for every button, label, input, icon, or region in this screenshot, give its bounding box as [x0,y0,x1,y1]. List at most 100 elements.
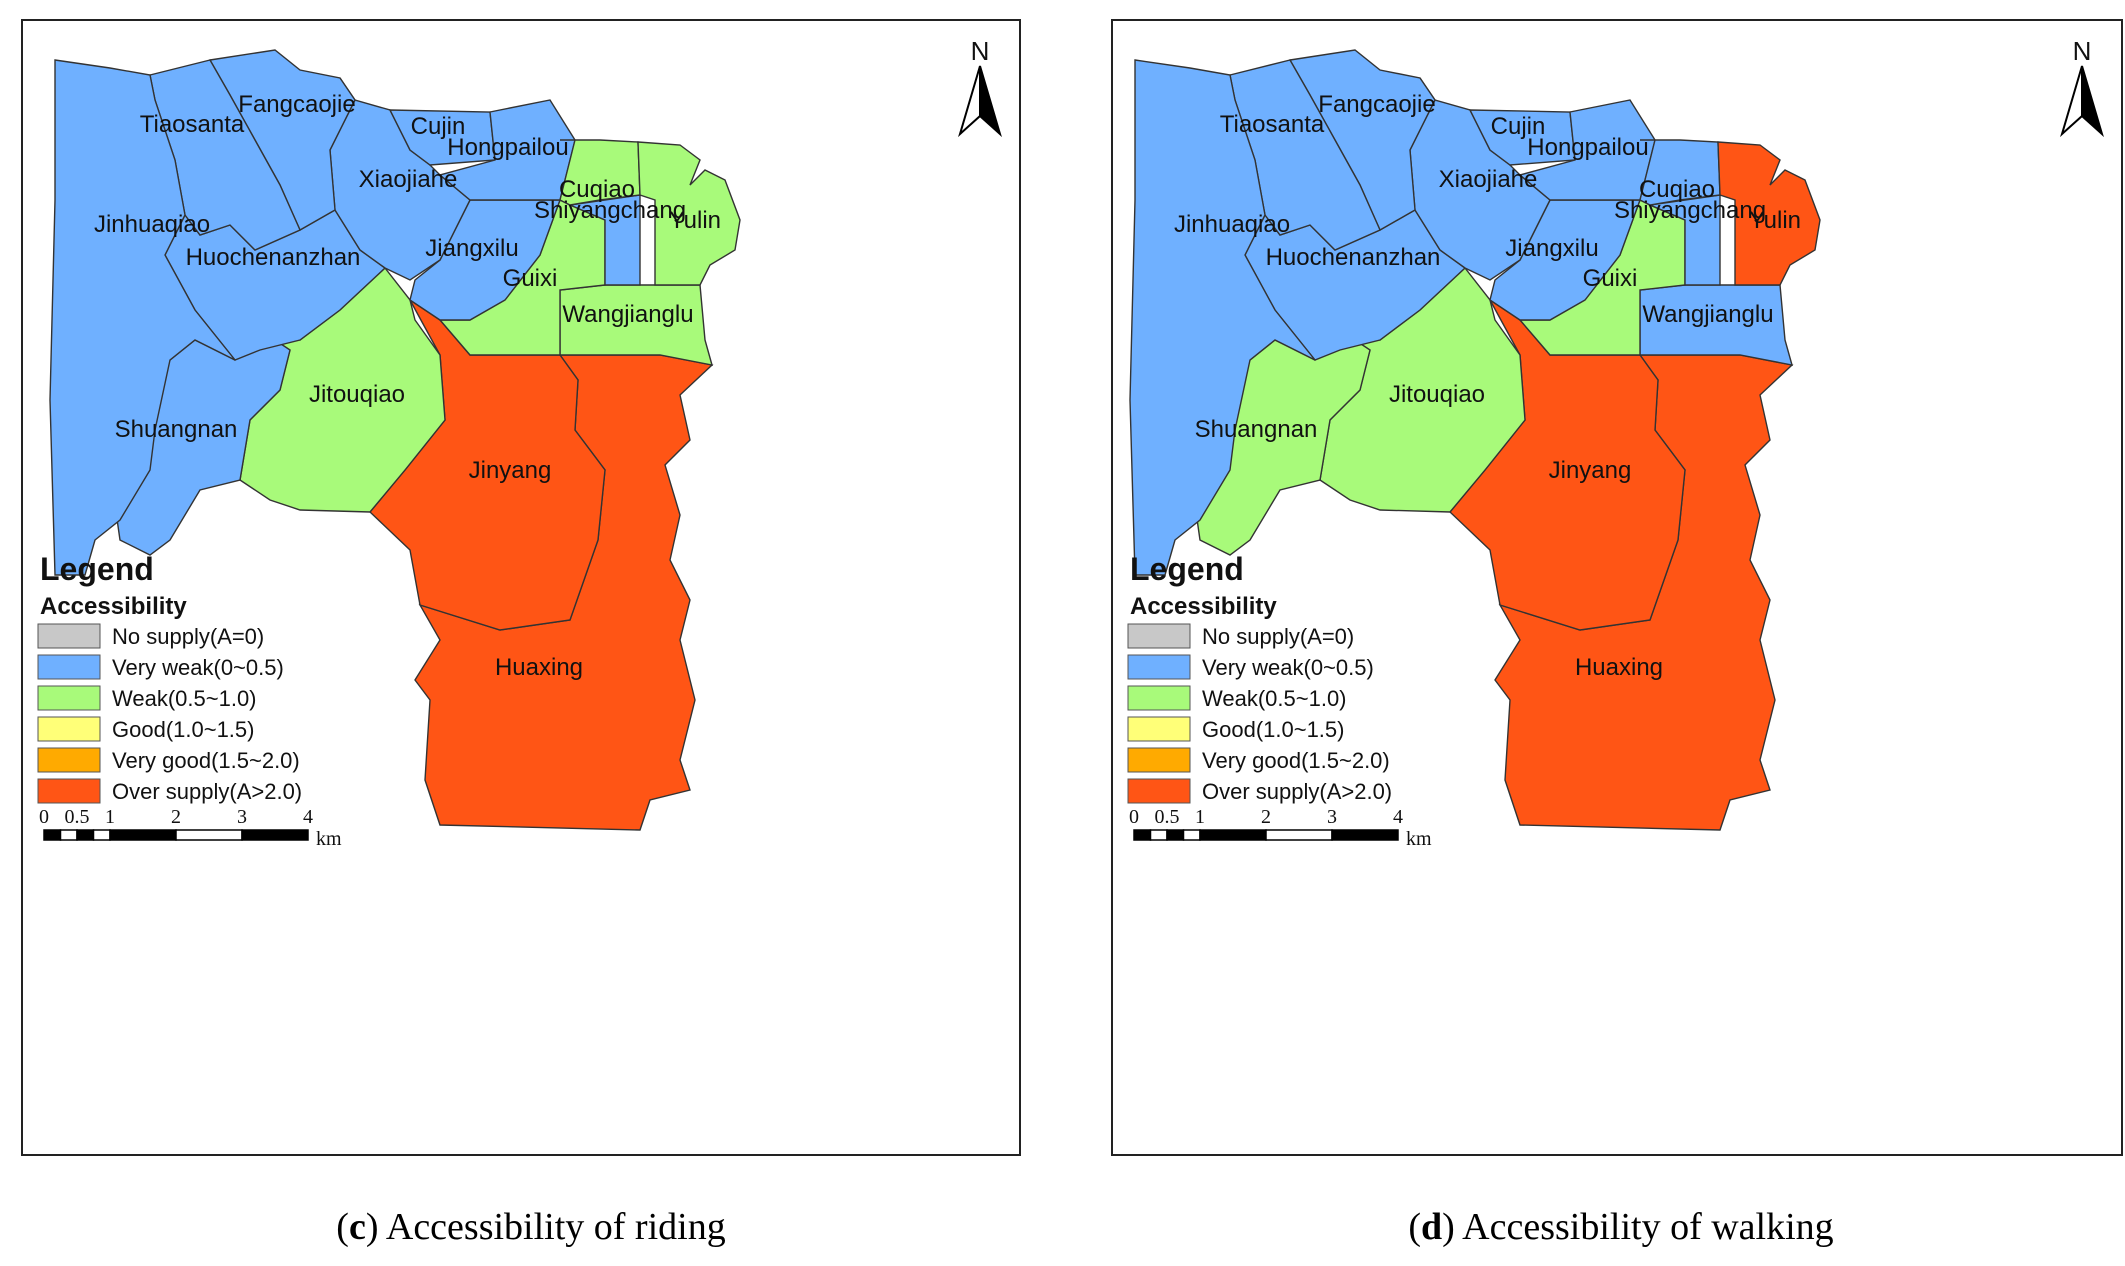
region-cujin [388,109,496,166]
region-layer [1129,49,1821,831]
region-label-yulin: Yulin [1749,207,1801,234]
scale-tick-label: 0.5 [65,806,90,828]
scale-tick-label: 4 [1393,806,1403,828]
scale-tick-label: 3 [1327,806,1337,828]
region-label-cuqiao: Cuqiao [559,176,635,203]
scale-bar: 0 0.5 1 2 3 4km [1129,806,1432,850]
legend-swatch-very_weak [1127,654,1191,680]
region-label-jiangxilu: Jiangxilu [1505,235,1598,262]
scale-unit: km [1406,828,1432,850]
scale-segment [1199,829,1267,841]
legend-label-good: Good(1.0~1.5) [1202,717,1344,742]
legend-label-very_weak: Very weak(0~0.5) [112,655,284,680]
region-layer [49,49,741,831]
region-yulin [637,141,741,286]
caption-letter: d [1420,1206,1443,1248]
region-label-wangjianglu: Wangjianglu [1642,301,1773,328]
region-cujin [1468,109,1576,166]
region-label-fangcaojie: Fangcaojie [1318,91,1435,118]
region-label-shiyangchang: Shiyangchang [1614,197,1766,224]
region-label-hongpailou: Hongpailou [1527,134,1648,161]
scale-segment [59,829,78,841]
scale-tick-label: 2 [1261,806,1271,828]
legend-swatch-no_supply [37,623,101,649]
region-label-wangjianglu: Wangjianglu [562,301,693,328]
legend-swatch-very_good [1127,747,1191,773]
region-label-hongpailou: Hongpailou [447,134,568,161]
legend-swatch-very_weak [37,654,101,680]
legend-swatch-over_supply [37,778,101,804]
legend-title: Legend [40,551,154,587]
region-label-shuangnan: Shuangnan [115,416,238,443]
region-label-shuangnan: Shuangnan [1195,416,1318,443]
legend-title: Legend [1130,551,1244,587]
legend-label-very_good: Very good(1.5~2.0) [1202,748,1390,773]
region-label-jitouqiao: Jitouqiao [1389,381,1485,408]
scale-tick-label: 2 [171,806,181,828]
scale-segment [1133,829,1152,841]
scale-tick-label: 0 [39,806,49,828]
legend-label-no_supply: No supply(A=0) [112,624,264,649]
region-label-fangcaojie: Fangcaojie [238,91,355,118]
scale-tick-label: 0.5 [1155,806,1180,828]
region-label-huaxing: Huaxing [1575,654,1663,681]
scale-tick-label: 0 [1129,806,1139,828]
region-cuqiao [559,139,641,206]
legend-label-very_good: Very good(1.5~2.0) [112,748,300,773]
caption-riding: (c) Accessibility of riding [336,1206,726,1248]
legend-label-weak: Weak(0.5~1.0) [112,686,257,711]
legend-label-over_supply: Over supply(A>2.0) [1202,779,1392,804]
region-hongpailou [1518,99,1656,201]
legend-swatch-good [1127,716,1191,742]
scale-segment [175,829,243,841]
north-label: N [2073,36,2092,66]
scale-bar: 0 0.5 1 2 3 4km [39,806,342,850]
scale-tick-label: 1 [105,806,115,828]
legend-label-very_weak: Very weak(0~0.5) [1202,655,1374,680]
region-label-cujin: Cujin [1491,113,1546,140]
region-label-huaxing: Huaxing [495,654,583,681]
caption-text: Accessibility of riding [378,1206,726,1248]
region-jiangxilu [1489,199,1641,321]
scale-tick-label: 3 [237,806,247,828]
region-label-jinyang: Jinyang [1549,457,1632,484]
scale-segment [1182,829,1201,841]
north-arrow-icon: N [958,36,1002,138]
north-arrow-shape [979,65,1002,138]
legend-label-good: Good(1.0~1.5) [112,717,254,742]
region-label-shiyangchang: Shiyangchang [534,197,686,224]
legend-swatch-no_supply [1127,623,1191,649]
scale-segment [1265,829,1333,841]
region-label-huochenanzhan: Huochenanzhan [1266,244,1441,271]
scale-tick-label: 4 [303,806,313,828]
region-label-jitouqiao: Jitouqiao [309,381,405,408]
region-label-guixi: Guixi [1583,265,1638,292]
scale-segment [76,829,95,841]
region-label-huochenanzhan: Huochenanzhan [186,244,361,271]
region-label-jinyang: Jinyang [469,457,552,484]
scale-segment [43,829,62,841]
region-jiangxilu [409,199,561,321]
region-label-tiaosanta: Tiaosanta [1220,111,1325,138]
scale-segment [241,829,309,841]
legend-swatch-good [37,716,101,742]
scale-unit: km [316,828,342,850]
caption-walking: (d) Accessibility of walking [1408,1206,1834,1248]
legend-label-no_supply: No supply(A=0) [1202,624,1354,649]
legend: Legend Accessibility No supply(A=0) Very we… [37,551,302,804]
scale-segment [1149,829,1168,841]
legend-subtitle: Accessibility [40,593,187,620]
legend-label-weak: Weak(0.5~1.0) [1202,686,1347,711]
legend-swatch-weak [1127,685,1191,711]
region-jinhuaqiao [49,59,236,576]
region-label-yulin: Yulin [669,207,721,234]
region-label-cuqiao: Cuqiao [1639,176,1715,203]
scale-segment [92,829,111,841]
north-arrow-shape [2081,65,2104,138]
map-panel-walking: Jinhuaqiao Tiaosanta Fangcaojie Cujin Hongpa… [1090,0,2125,1266]
scale-segment [1331,829,1399,841]
scale-tick-label: 1 [1195,806,1205,828]
north-arrow-icon: N [2060,36,2104,138]
